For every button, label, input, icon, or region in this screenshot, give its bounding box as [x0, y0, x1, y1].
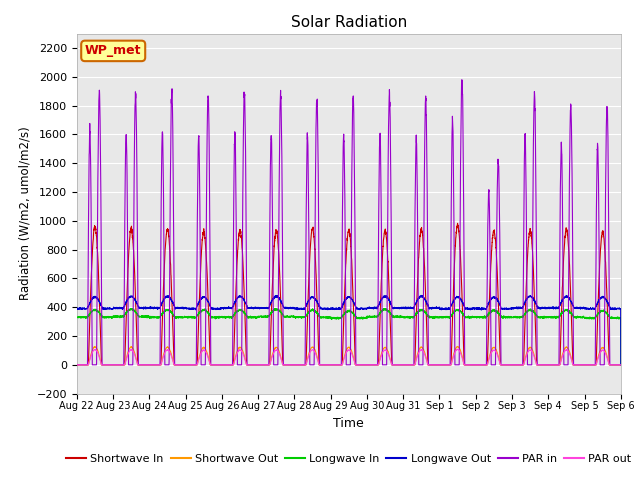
Y-axis label: Radiation (W/m2, umol/m2/s): Radiation (W/m2, umol/m2/s): [18, 127, 31, 300]
Legend: Shortwave In, Shortwave Out, Longwave In, Longwave Out, PAR in, PAR out: Shortwave In, Shortwave Out, Longwave In…: [61, 450, 636, 468]
Title: Solar Radiation: Solar Radiation: [291, 15, 407, 30]
Text: WP_met: WP_met: [85, 44, 141, 58]
X-axis label: Time: Time: [333, 417, 364, 430]
